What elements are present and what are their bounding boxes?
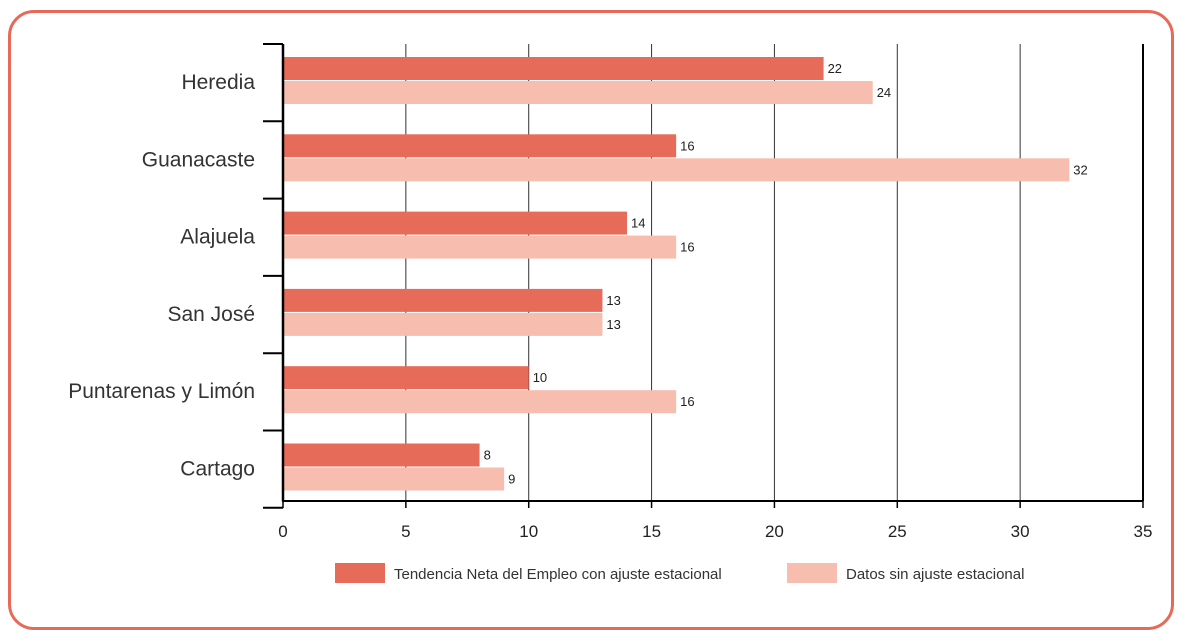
legend-label-0: Tendencia Neta del Empleo con ajuste est… [394,566,722,583]
data-label-1-0: 24 [877,85,891,100]
data-label-0-0: 22 [828,61,842,76]
data-label-1-3: 13 [606,317,620,332]
data-label-0-1: 16 [680,138,694,153]
x-tick-label-15: 15 [642,522,661,541]
bar-1-3 [283,312,603,336]
x-tick-label-25: 25 [888,522,907,541]
legend-swatch-1 [787,563,837,583]
data-label-0-5: 8 [484,448,491,463]
x-tick-label-5: 5 [401,522,410,541]
category-label-4: Puntarenas y Limón [68,380,255,403]
category-label-5: Cartago [180,458,255,481]
bar-0-2 [283,211,627,235]
data-label-1-1: 32 [1073,162,1087,177]
category-labels: Heredia Guanacaste Alajuela San José Puntare… [68,71,255,481]
axes [263,43,1144,509]
bar-1-2 [283,235,677,259]
bar-chart: Heredia Guanacaste Alajuela San José Puntare… [68,43,1152,583]
data-labels: 22 24 16 32 14 16 13 13 10 16 8 9 [484,61,1088,487]
category-label-3: San José [167,303,255,326]
grid-lines [405,44,1144,501]
data-label-0-2: 14 [631,216,645,231]
category-label-2: Alajuela [180,226,255,249]
category-label-0: Heredia [181,71,255,94]
x-tick-label-30: 30 [1011,522,1030,541]
bar-0-5 [283,443,480,467]
bar-0-3 [283,288,603,312]
x-tick-label-20: 20 [765,522,784,541]
bar-0-4 [283,366,529,390]
data-label-1-5: 9 [508,472,515,487]
bar-1-0 [283,81,873,104]
data-label-0-3: 13 [606,293,620,308]
data-label-1-4: 16 [680,394,694,409]
bar-0-0 [283,57,824,80]
category-label-1: Guanacaste [142,148,255,171]
tick-labels: 0 5 10 15 20 25 30 35 [278,522,1152,541]
legend: Tendencia Neta del Empleo con ajuste est… [335,563,1024,583]
legend-swatch-0 [335,563,385,583]
legend-label-1: Datos sin ajuste estacional [846,566,1024,583]
x-tick-label-10: 10 [519,522,538,541]
bar-1-1 [283,158,1070,182]
data-label-0-4: 10 [533,370,547,385]
bars [283,57,1070,491]
bar-1-5 [283,467,505,491]
x-tick-label-0: 0 [278,522,287,541]
data-label-1-2: 16 [680,240,694,255]
x-tick-label-35: 35 [1134,522,1153,541]
bar-1-4 [283,390,677,414]
bar-0-1 [283,134,677,158]
